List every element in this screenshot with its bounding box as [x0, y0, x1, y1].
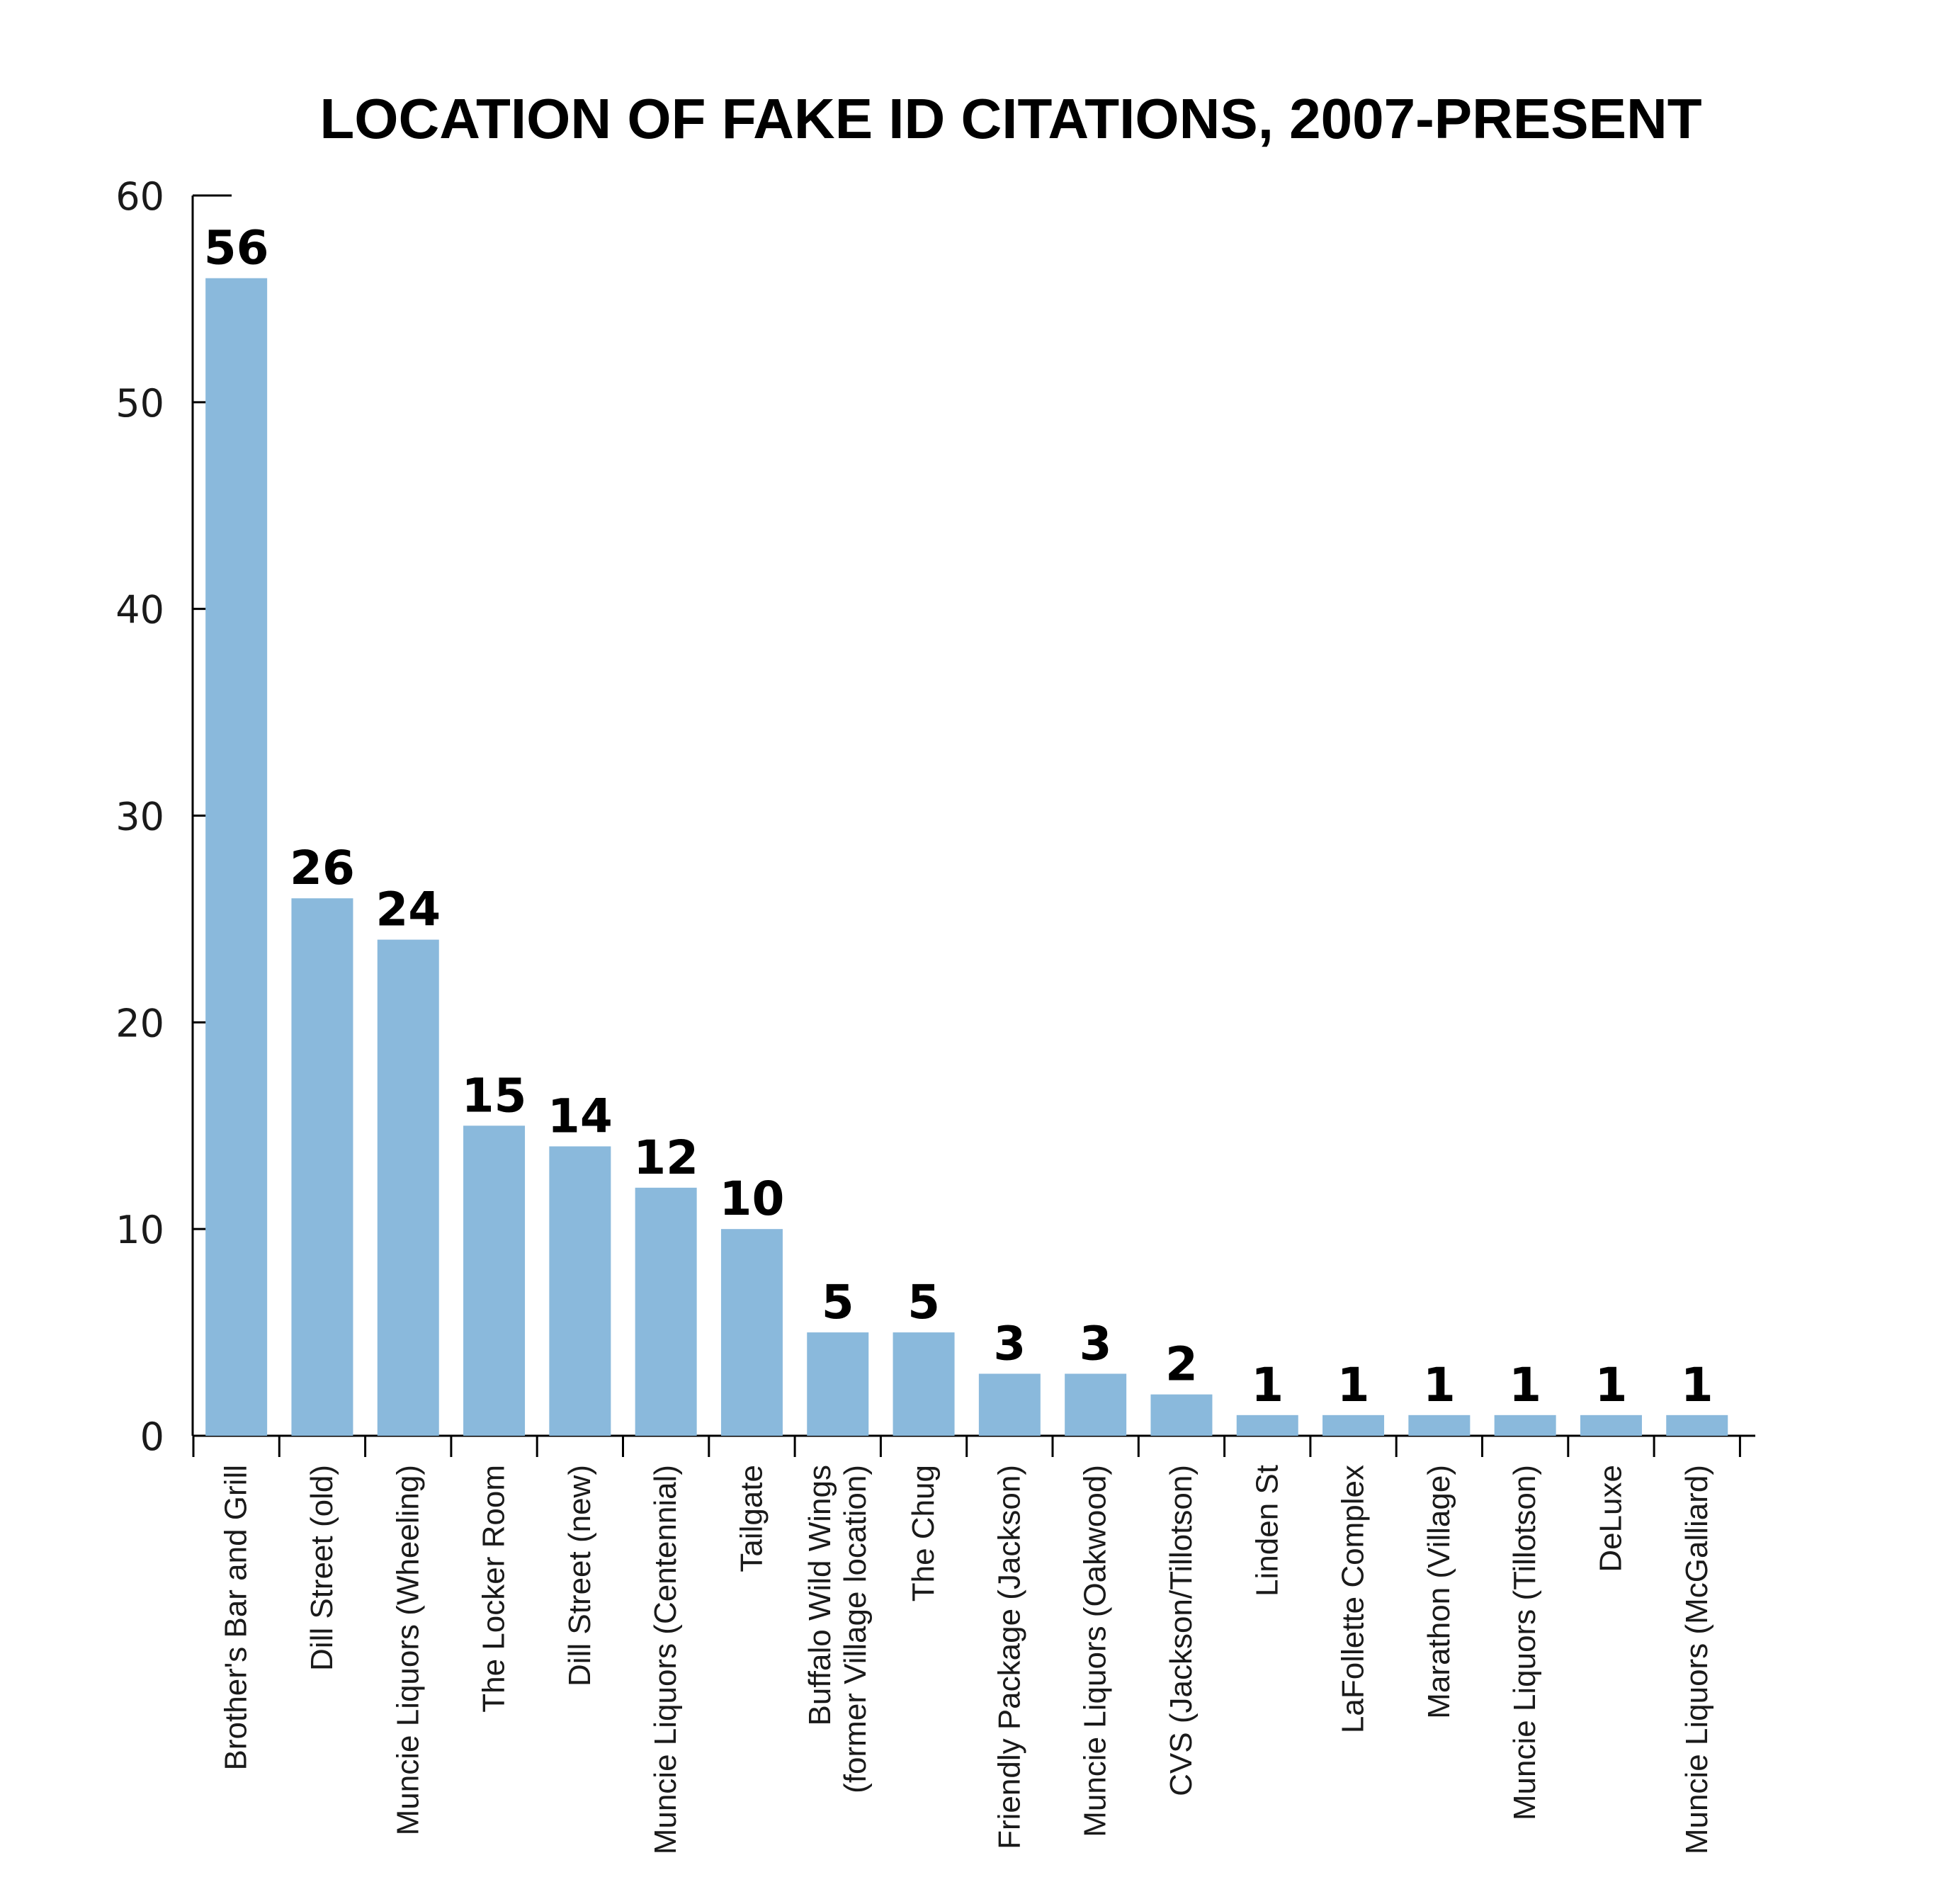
- y-axis: 0 10 20 30 40 50 60: [115, 174, 232, 1459]
- data-label: 10: [720, 1172, 785, 1226]
- data-label: 5: [822, 1275, 854, 1330]
- bar: [205, 278, 268, 1436]
- x-tick-label: Friendly Package (Jackson): [992, 1465, 1026, 1849]
- bar: [1065, 1373, 1127, 1436]
- x-tick-label: Muncie Liquors (Wheeling): [390, 1465, 425, 1835]
- data-label: 15: [462, 1068, 527, 1123]
- data-label: 26: [290, 841, 355, 895]
- y-tick-label: 20: [115, 1001, 164, 1045]
- bar: [893, 1332, 955, 1436]
- y-tick-label: 50: [115, 381, 164, 426]
- bar: [635, 1187, 697, 1436]
- y-tick-label: 40: [115, 588, 164, 633]
- data-label: 1: [1594, 1358, 1627, 1412]
- x-tick-label: Buffalo Wild Wings: [803, 1465, 837, 1725]
- data-label: 1: [1251, 1358, 1284, 1412]
- y-tick-label: 0: [140, 1415, 164, 1459]
- x-tick-label: LaFollette Complex: [1336, 1465, 1371, 1733]
- data-label: 24: [375, 883, 441, 937]
- x-tick-label: Brother's Bar and Grill: [219, 1465, 254, 1770]
- bar: [377, 939, 439, 1436]
- bar: [807, 1332, 869, 1436]
- bar: [291, 898, 353, 1436]
- bar: [1494, 1415, 1556, 1436]
- x-axis: [192, 1434, 1755, 1457]
- x-tick-label: Muncie Liquors (Oakwood): [1078, 1465, 1113, 1837]
- x-tick-label: (former Village location): [838, 1465, 873, 1793]
- data-label: 56: [204, 221, 269, 276]
- data-label: 1: [1509, 1358, 1541, 1412]
- bar: [1408, 1415, 1471, 1436]
- bar: [1666, 1415, 1728, 1436]
- data-label: 2: [1165, 1337, 1198, 1392]
- bar: [549, 1146, 611, 1436]
- x-tick-label: Muncie Liquors (McGalliard): [1679, 1465, 1714, 1854]
- x-tick-label: CVS (Jackson/Tillotson): [1164, 1465, 1199, 1796]
- x-tick-label: Linden St: [1250, 1465, 1284, 1597]
- x-tick-label: The Locker Room: [477, 1465, 511, 1713]
- bar: [1236, 1415, 1298, 1436]
- x-labels: Brother's Bar and Grill Dill Street (old)…: [219, 1465, 1714, 1854]
- y-tick-label: 60: [115, 174, 164, 219]
- bar: [720, 1229, 783, 1436]
- data-label: 3: [1080, 1316, 1112, 1371]
- bar: [978, 1373, 1041, 1436]
- chart-title: LOCATION OF FAKE ID CITATIONS, 2007-PRES…: [319, 87, 1701, 150]
- data-label: 12: [633, 1130, 698, 1185]
- x-tick-label: Tailgate: [734, 1465, 769, 1572]
- y-tick-label: 10: [115, 1208, 164, 1252]
- bar: [1580, 1415, 1642, 1436]
- bar: [463, 1126, 526, 1436]
- y-tick-label: 30: [115, 795, 164, 839]
- x-tick-label: Muncie Liquors (Centennial): [648, 1465, 683, 1854]
- x-tick-label: DeLuxe: [1593, 1465, 1628, 1572]
- x-tick-label: Dill Street (new): [562, 1465, 597, 1687]
- data-label: 1: [1681, 1358, 1713, 1412]
- bars: [205, 278, 1728, 1436]
- data-label: 14: [548, 1089, 613, 1143]
- data-label: 1: [1423, 1358, 1456, 1412]
- bar: [1322, 1415, 1385, 1436]
- x-tick-label: Muncie Liquors (Tillotson): [1507, 1465, 1542, 1820]
- x-tick-label: Marathon (Village): [1422, 1465, 1456, 1719]
- data-label: 5: [907, 1275, 940, 1330]
- data-label: 3: [993, 1316, 1026, 1371]
- x-tick-label: Dill Street (old): [305, 1465, 339, 1671]
- x-tick-label: The Chug: [906, 1465, 941, 1602]
- bar: [1150, 1394, 1213, 1436]
- data-label: 1: [1337, 1358, 1370, 1412]
